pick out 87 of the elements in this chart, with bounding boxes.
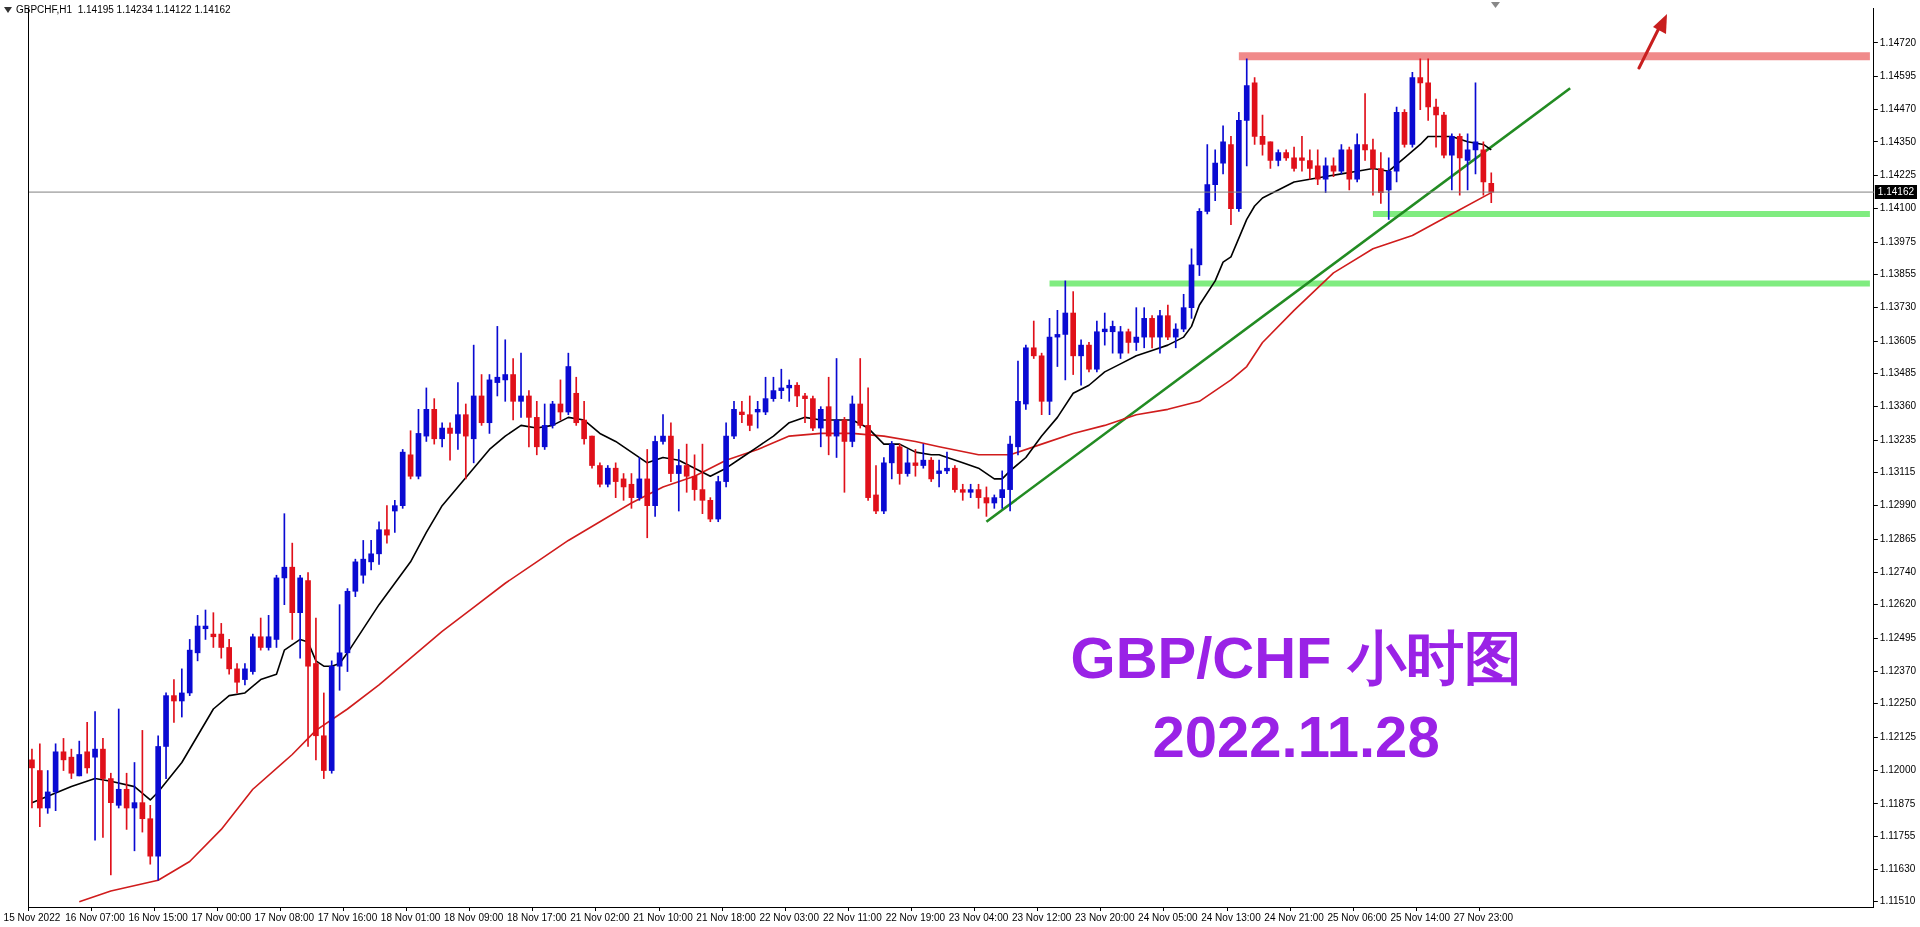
candlestick bbox=[739, 400, 745, 424]
candlestick bbox=[675, 449, 682, 512]
y-tick-label: 1.11755 bbox=[1879, 829, 1916, 841]
candlestick bbox=[920, 443, 927, 469]
y-tick-label: 1.14100 bbox=[1879, 202, 1917, 214]
y-tick-label: 1.13115 bbox=[1879, 465, 1916, 477]
candlestick bbox=[936, 459, 942, 488]
candlestick bbox=[92, 711, 98, 841]
x-tick-label: 24 Nov 13:00 bbox=[1201, 911, 1262, 923]
candlestick bbox=[29, 748, 35, 809]
x-tick-label: 23 Nov 12:00 bbox=[1011, 911, 1072, 923]
y-tick-label: 1.12495 bbox=[1879, 631, 1917, 643]
candlestick bbox=[171, 679, 177, 723]
annotation: GBPCHF,H1 1.14195 1.14234 1.14122 1.14162 bbox=[16, 3, 232, 15]
y-tick-label: 1.11510 bbox=[1879, 895, 1916, 907]
x-tick-label: 18 Nov 09:00 bbox=[443, 911, 504, 923]
x-tick-label: 21 Nov 02:00 bbox=[570, 911, 631, 923]
x-tick-label: 22 Nov 03:00 bbox=[759, 911, 820, 923]
candlestick bbox=[660, 414, 666, 445]
y-tick-label: 1.13605 bbox=[1879, 334, 1917, 346]
x-tick-label: 22 Nov 11:00 bbox=[822, 911, 883, 923]
y-tick-label: 1.12620 bbox=[1879, 598, 1917, 610]
x-tick-label: 18 Nov 17:00 bbox=[507, 911, 567, 923]
candlestick bbox=[1417, 58, 1424, 110]
candlestick bbox=[999, 470, 1006, 509]
candlestick bbox=[778, 368, 785, 399]
x-tick-label: 25 Nov 14:00 bbox=[1390, 911, 1451, 923]
y-tick-label: 1.13235 bbox=[1879, 433, 1917, 445]
candlestick bbox=[802, 392, 808, 424]
x-tick-label: 23 Nov 20:00 bbox=[1075, 911, 1135, 923]
y-tick-label: 1.13485 bbox=[1879, 366, 1917, 378]
candlestick bbox=[384, 505, 390, 544]
y-tick-label: 1.14470 bbox=[1879, 103, 1917, 115]
text: GBP/CHF 小时图 bbox=[1070, 624, 1522, 690]
y-tick-label: 1.12125 bbox=[1879, 730, 1917, 742]
y-tick-label: 1.13855 bbox=[1879, 267, 1917, 279]
x-tick-label: 17 Nov 08:00 bbox=[254, 911, 315, 923]
x-tick-label: 21 Nov 18:00 bbox=[696, 911, 757, 923]
candlestick bbox=[502, 339, 509, 402]
x-tick-label: 23 Nov 04:00 bbox=[948, 911, 1009, 923]
candlestick bbox=[1362, 93, 1368, 161]
candlestick bbox=[944, 451, 950, 474]
y-tick-label: 1.12865 bbox=[1879, 532, 1917, 544]
candlestick bbox=[1078, 339, 1084, 386]
y-tick-label: 1.11875 bbox=[1879, 797, 1916, 809]
y-tick-label: 1.14350 bbox=[1879, 135, 1917, 147]
text: 2022.11.28 bbox=[1152, 703, 1440, 769]
y-tick-label: 1.13975 bbox=[1879, 235, 1917, 247]
candlestick bbox=[1062, 280, 1069, 381]
candlestick bbox=[108, 772, 114, 876]
candlestick bbox=[391, 499, 398, 533]
x-tick-label: 21 Nov 10:00 bbox=[633, 911, 694, 923]
ref-line-label: 1.14162 bbox=[1877, 185, 1915, 197]
x-tick-label: 27 Nov 23:00 bbox=[1453, 911, 1514, 923]
x-tick-label: 24 Nov 21:00 bbox=[1264, 911, 1325, 923]
candlestick bbox=[1133, 307, 1140, 351]
x-tick-label: 22 Nov 19:00 bbox=[885, 911, 946, 923]
y-tick-label: 1.12250 bbox=[1879, 697, 1917, 709]
candlestick bbox=[1030, 320, 1037, 359]
candlestick bbox=[683, 443, 690, 493]
y-tick-label: 1.14595 bbox=[1879, 69, 1917, 81]
y-tick-label: 1.13360 bbox=[1879, 400, 1917, 412]
candlestick bbox=[115, 708, 122, 809]
y-tick-label: 1.14720 bbox=[1879, 36, 1917, 48]
candlestick bbox=[1101, 312, 1108, 346]
x-tick-label: 18 Nov 01:00 bbox=[380, 911, 441, 923]
y-tick-label: 1.12370 bbox=[1879, 665, 1917, 677]
candlestick bbox=[178, 668, 185, 718]
candlestick bbox=[959, 483, 966, 501]
x-tick-label: 25 Nov 06:00 bbox=[1327, 911, 1388, 923]
y-tick-label: 1.11630 bbox=[1879, 863, 1916, 875]
x-tick-label: 15 Nov 2022 bbox=[3, 911, 61, 923]
y-tick-label: 1.14225 bbox=[1879, 168, 1917, 180]
candlestick bbox=[1433, 98, 1439, 148]
x-tick-label: 24 Nov 05:00 bbox=[1138, 911, 1199, 923]
x-tick-label: 17 Nov 16:00 bbox=[317, 911, 378, 923]
candlestick bbox=[786, 379, 793, 402]
x-tick-label: 16 Nov 15:00 bbox=[128, 911, 189, 923]
candlestick bbox=[447, 422, 453, 461]
candlestick bbox=[1299, 136, 1305, 172]
candlestick bbox=[518, 352, 524, 418]
y-tick-label: 1.13730 bbox=[1879, 301, 1917, 313]
y-tick-label: 1.12990 bbox=[1879, 499, 1917, 511]
y-tick-label: 1.12740 bbox=[1879, 566, 1917, 578]
y-tick-label: 1.12000 bbox=[1879, 764, 1917, 776]
x-tick-label: 17 Nov 00:00 bbox=[191, 911, 252, 923]
x-tick-label: 16 Nov 07:00 bbox=[65, 911, 126, 923]
